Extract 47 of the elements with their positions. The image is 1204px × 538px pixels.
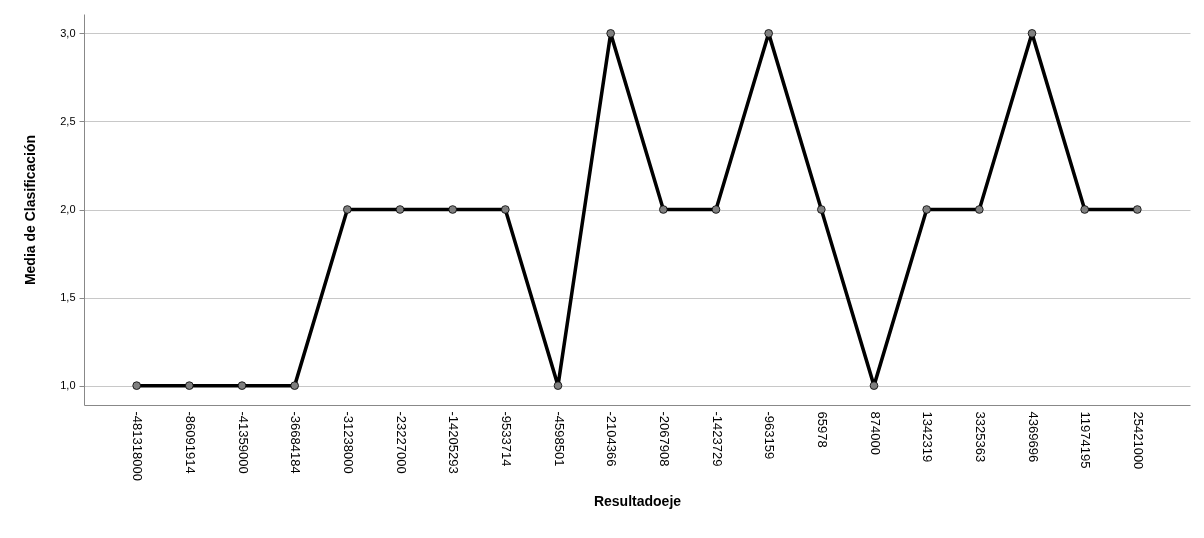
x-tick-label: -2104366 bbox=[604, 411, 620, 467]
x-tick-label: -23227000 bbox=[393, 411, 409, 474]
x-tick-label: -86091914 bbox=[182, 411, 198, 474]
x-tick-label: -2067908 bbox=[656, 411, 672, 467]
x-tick-label: -9533714 bbox=[498, 411, 514, 467]
point bbox=[185, 381, 194, 390]
point bbox=[132, 381, 141, 390]
x-tick-label: 11974195 bbox=[1078, 411, 1094, 469]
x-tick-label: 65978 bbox=[814, 411, 830, 448]
point bbox=[290, 381, 299, 390]
point bbox=[1133, 205, 1142, 214]
point bbox=[448, 205, 457, 214]
point bbox=[659, 205, 668, 214]
x-tick-label: 3325363 bbox=[972, 411, 988, 463]
y-tick-label: 1,0 bbox=[60, 379, 76, 392]
point bbox=[395, 205, 405, 214]
point bbox=[764, 29, 773, 38]
point bbox=[553, 381, 563, 390]
x-tick-label: 1342319 bbox=[920, 411, 936, 463]
point bbox=[606, 29, 615, 38]
point bbox=[343, 205, 352, 214]
y-tick-label: 3,0 bbox=[60, 26, 76, 39]
y-tick-label: 2,0 bbox=[60, 203, 76, 215]
x-tick-label: 25421000 bbox=[1130, 411, 1146, 470]
x-tick-label: -4598501 bbox=[551, 411, 567, 467]
x-axis-title: Resultadoeje bbox=[593, 492, 682, 509]
point bbox=[1080, 205, 1089, 214]
x-tick-label: -481318000 bbox=[130, 411, 146, 481]
point bbox=[975, 205, 984, 214]
point bbox=[237, 381, 247, 390]
point bbox=[1027, 29, 1037, 38]
point bbox=[817, 205, 826, 214]
point bbox=[501, 205, 510, 214]
x-tick-label: -36684184 bbox=[288, 411, 304, 474]
y-tick-label: 2,5 bbox=[60, 114, 76, 127]
x-tick-label: -963159 bbox=[762, 411, 778, 460]
y-tick-label: 1,5 bbox=[60, 291, 76, 304]
x-tick-label: -31238000 bbox=[340, 411, 356, 474]
point bbox=[869, 381, 879, 390]
x-tick-label: 4369696 bbox=[1025, 411, 1041, 463]
point bbox=[922, 205, 931, 214]
point bbox=[711, 205, 721, 214]
x-tick-label: -14205293 bbox=[446, 411, 462, 474]
x-tick-label: -1423729 bbox=[709, 411, 725, 467]
x-tick-label: 874000 bbox=[867, 411, 883, 455]
y-axis-title: Media de Clasificación bbox=[22, 134, 39, 286]
x-tick-label: -41359000 bbox=[235, 411, 251, 474]
